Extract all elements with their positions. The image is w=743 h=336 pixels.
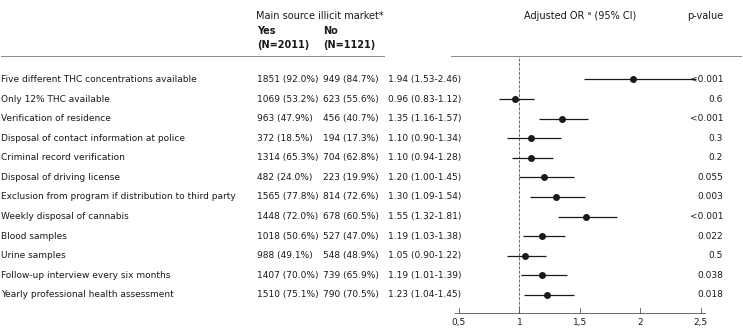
Text: 2,5: 2,5 [694, 318, 708, 327]
Text: 0.96 (0.83-1.12): 0.96 (0.83-1.12) [388, 94, 461, 103]
Text: Yes: Yes [257, 27, 275, 36]
Text: 223 (19.9%): 223 (19.9%) [323, 173, 379, 182]
Text: p-value: p-value [687, 11, 723, 22]
Text: 1.10 (0.94-1.28): 1.10 (0.94-1.28) [388, 153, 461, 162]
Text: 1: 1 [516, 318, 522, 327]
Text: 963 (47.9%): 963 (47.9%) [257, 114, 313, 123]
Text: 1.23 (1.04-1.45): 1.23 (1.04-1.45) [388, 290, 461, 299]
Text: 739 (65.9%): 739 (65.9%) [323, 271, 379, 280]
Text: Weekly disposal of cannabis: Weekly disposal of cannabis [1, 212, 129, 221]
Text: 527 (47.0%): 527 (47.0%) [323, 232, 379, 241]
Text: 1.55 (1.32-1.81): 1.55 (1.32-1.81) [388, 212, 461, 221]
Text: Exclusion from program if distribution to third party: Exclusion from program if distribution t… [1, 193, 236, 202]
Text: 949 (84.7%): 949 (84.7%) [323, 75, 379, 84]
Text: 1.19 (1.03-1.38): 1.19 (1.03-1.38) [388, 232, 461, 241]
Text: 0.055: 0.055 [697, 173, 723, 182]
Text: 0.2: 0.2 [709, 153, 723, 162]
Text: <0.001: <0.001 [690, 114, 723, 123]
Text: 1.10 (0.90-1.34): 1.10 (0.90-1.34) [388, 134, 461, 143]
Text: 678 (60.5%): 678 (60.5%) [323, 212, 379, 221]
Text: 0.038: 0.038 [697, 271, 723, 280]
Text: 1.19 (1.01-1.39): 1.19 (1.01-1.39) [388, 271, 461, 280]
Text: Adjusted OR ᵃ (95% CI): Adjusted OR ᵃ (95% CI) [524, 11, 636, 22]
Text: Follow-up interview every six months: Follow-up interview every six months [1, 271, 171, 280]
Text: <0.001: <0.001 [690, 75, 723, 84]
Text: Yearly professional health assessment: Yearly professional health assessment [1, 290, 174, 299]
Text: 1448 (72.0%): 1448 (72.0%) [257, 212, 318, 221]
Text: 1510 (75.1%): 1510 (75.1%) [257, 290, 319, 299]
Text: 0,5: 0,5 [452, 318, 466, 327]
Text: 1,5: 1,5 [573, 318, 587, 327]
Text: 1407 (70.0%): 1407 (70.0%) [257, 271, 318, 280]
Text: 0.6: 0.6 [709, 94, 723, 103]
Text: 1565 (77.8%): 1565 (77.8%) [257, 193, 319, 202]
Text: Disposal of contact information at police: Disposal of contact information at polic… [1, 134, 186, 143]
Text: Criminal record verification: Criminal record verification [1, 153, 126, 162]
Text: 194 (17.3%): 194 (17.3%) [323, 134, 379, 143]
Text: Verification of residence: Verification of residence [1, 114, 111, 123]
Text: 0.003: 0.003 [697, 193, 723, 202]
Text: 482 (24.0%): 482 (24.0%) [257, 173, 312, 182]
Text: 623 (55.6%): 623 (55.6%) [323, 94, 379, 103]
Text: Urine samples: Urine samples [1, 251, 66, 260]
Text: 456 (40.7%): 456 (40.7%) [323, 114, 379, 123]
Text: 1.30 (1.09-1.54): 1.30 (1.09-1.54) [388, 193, 461, 202]
Text: 1.20 (1.00-1.45): 1.20 (1.00-1.45) [388, 173, 461, 182]
Text: <0.001: <0.001 [690, 212, 723, 221]
Text: 1.94 (1.53-2.46): 1.94 (1.53-2.46) [388, 75, 461, 84]
Text: 372 (18.5%): 372 (18.5%) [257, 134, 313, 143]
Text: Main source illicit market*: Main source illicit market* [256, 11, 383, 22]
Text: 0.5: 0.5 [709, 251, 723, 260]
Text: (N=1121): (N=1121) [323, 40, 376, 50]
Text: (N=2011): (N=2011) [257, 40, 309, 50]
Text: No: No [323, 27, 338, 36]
Text: 704 (62.8%): 704 (62.8%) [323, 153, 379, 162]
Text: Five different THC concentrations available: Five different THC concentrations availa… [1, 75, 197, 84]
Text: 1851 (92.0%): 1851 (92.0%) [257, 75, 318, 84]
Text: Blood samples: Blood samples [1, 232, 68, 241]
Text: Disposal of driving license: Disposal of driving license [1, 173, 120, 182]
Text: 1069 (53.2%): 1069 (53.2%) [257, 94, 318, 103]
Text: 814 (72.6%): 814 (72.6%) [323, 193, 379, 202]
Text: 548 (48.9%): 548 (48.9%) [323, 251, 379, 260]
Text: Only 12% THC available: Only 12% THC available [1, 94, 110, 103]
Text: 2: 2 [637, 318, 643, 327]
Text: 0.3: 0.3 [709, 134, 723, 143]
Text: 0.022: 0.022 [698, 232, 723, 241]
Text: 1018 (50.6%): 1018 (50.6%) [257, 232, 319, 241]
Text: 790 (70.5%): 790 (70.5%) [323, 290, 379, 299]
Text: 1.35 (1.16-1.57): 1.35 (1.16-1.57) [388, 114, 461, 123]
Text: 1.05 (0.90-1.22): 1.05 (0.90-1.22) [388, 251, 461, 260]
Text: 988 (49.1%): 988 (49.1%) [257, 251, 313, 260]
Text: 1314 (65.3%): 1314 (65.3%) [257, 153, 318, 162]
Text: 0.018: 0.018 [697, 290, 723, 299]
